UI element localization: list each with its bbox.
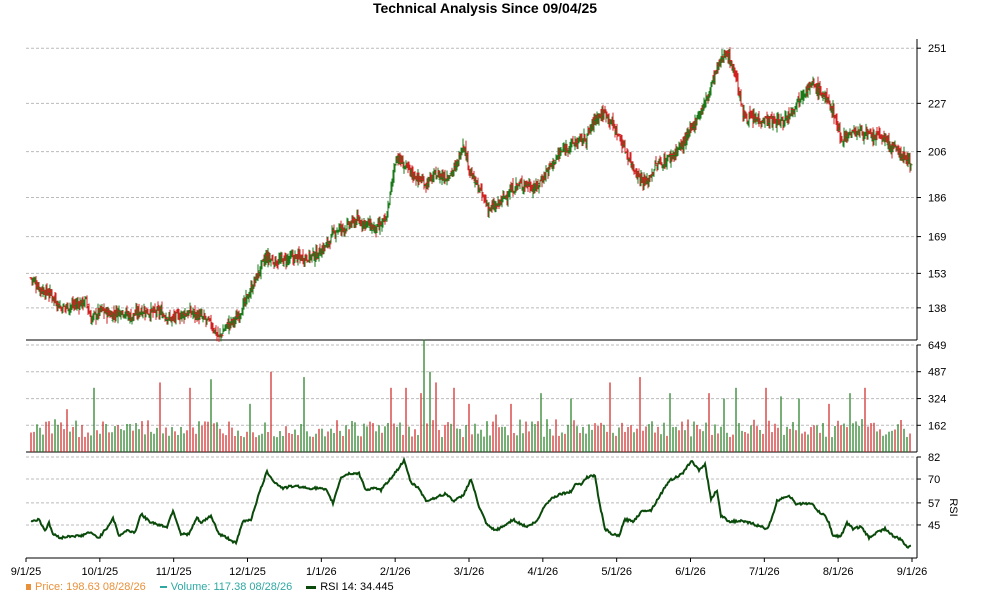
x-axis: 9/1/25 10/1/25 11/1/25 12/1/25 1/1/26 2/1/26 3… xyxy=(11,558,928,578)
price-bar xyxy=(322,243,326,255)
x-tick-label: 12/1/25 xyxy=(229,566,266,578)
price-bar xyxy=(56,300,60,312)
legend-price: Price: 198.63 08/28/26 xyxy=(26,581,146,593)
x-tick-label: 9/1/26 xyxy=(897,566,928,578)
price-bar xyxy=(227,315,231,335)
price-bar xyxy=(720,49,724,63)
price-bar xyxy=(740,103,744,106)
price-bar xyxy=(164,312,168,321)
volume-panel: 162 324 487 649 xyxy=(26,339,946,453)
price-bar xyxy=(151,305,155,318)
x-tick-label: 5/1/26 xyxy=(601,566,632,578)
price-bar xyxy=(565,143,569,153)
legend-rsi-swatch xyxy=(306,585,317,589)
x-tick-label: 7/1/26 xyxy=(749,566,780,578)
rsi-line xyxy=(30,456,912,549)
price-bar xyxy=(149,302,153,322)
y-tick-label: 251 xyxy=(928,43,946,55)
price-bar xyxy=(476,177,480,194)
price-bar xyxy=(120,309,124,316)
y-tick-label: 57 xyxy=(928,498,940,510)
x-tick-label: 2/1/26 xyxy=(380,566,411,578)
price-bar xyxy=(383,213,387,225)
legend-rsi: RSI 14: 34.445 xyxy=(306,581,394,593)
price-bar xyxy=(294,253,298,259)
price-bar xyxy=(328,240,332,250)
y-tick-label: 162 xyxy=(928,420,946,432)
legend-rsi-text: RSI 14: 34.445 xyxy=(320,581,394,593)
price-bar xyxy=(855,130,859,141)
y-tick-label: 138 xyxy=(928,303,946,315)
price-bar xyxy=(615,123,619,141)
price-bar xyxy=(840,136,844,142)
price-bar xyxy=(269,258,273,267)
y-tick-label: 487 xyxy=(928,367,946,379)
price-bar xyxy=(256,264,260,281)
price-bar xyxy=(654,156,658,165)
price-bar xyxy=(617,133,621,136)
price-bar xyxy=(909,163,913,171)
y-tick-label: 649 xyxy=(928,340,946,352)
legend-price-swatch xyxy=(26,584,31,590)
price-bar xyxy=(495,203,499,209)
rsi-axis-label: RSI xyxy=(947,498,959,516)
legend-volume-text: Volume: 117.38 08/28/26 xyxy=(170,581,293,593)
y-tick-label: 153 xyxy=(928,268,946,280)
legend-volume: Volume: 117.38 08/28/26 xyxy=(159,581,293,593)
price-bar xyxy=(422,176,426,190)
y-tick-label: 206 xyxy=(928,147,946,159)
x-tick-label: 11/1/25 xyxy=(156,566,192,578)
x-tick-label: 3/1/26 xyxy=(454,566,485,578)
price-bar xyxy=(461,138,465,153)
price-bar xyxy=(793,106,797,118)
legend-volume-swatch xyxy=(159,586,167,588)
price-bar xyxy=(343,225,347,238)
y-tick-label: 324 xyxy=(928,394,946,406)
x-tick-label: 10/1/25 xyxy=(81,566,118,578)
price-bar xyxy=(511,177,515,197)
y-tick-label: 169 xyxy=(928,232,946,244)
y-tick-label: 186 xyxy=(928,193,946,205)
chart-legend: Price: 198.63 08/28/26 Volume: 117.38 08… xyxy=(26,580,408,594)
price-bar xyxy=(183,308,187,320)
price-bar xyxy=(506,191,510,207)
x-tick-label: 8/1/26 xyxy=(823,566,854,578)
price-bar xyxy=(481,191,485,197)
rsi-panel: 45 57 70 82 RSI xyxy=(26,452,959,559)
y-tick-label: 227 xyxy=(928,98,946,110)
y-tick-label: 70 xyxy=(928,474,940,486)
price-bar xyxy=(832,103,836,125)
price-bar xyxy=(280,252,284,263)
price-bar xyxy=(552,159,556,169)
y-tick-label: 82 xyxy=(928,452,940,464)
x-tick-label: 1/1/26 xyxy=(306,566,337,578)
legend-price-text: Price: 198.63 08/28/26 xyxy=(35,581,146,593)
x-tick-label: 6/1/26 xyxy=(675,566,706,578)
x-tick-label: 9/1/25 xyxy=(11,566,42,578)
y-tick-label: 45 xyxy=(928,520,940,532)
price-panel: 138 153 169 186 206 227 251 xyxy=(26,39,946,342)
price-bar xyxy=(632,164,636,175)
x-tick-label: 4/1/26 xyxy=(528,566,559,578)
chart-title: Technical Analysis Since 09/04/25 xyxy=(372,0,598,16)
